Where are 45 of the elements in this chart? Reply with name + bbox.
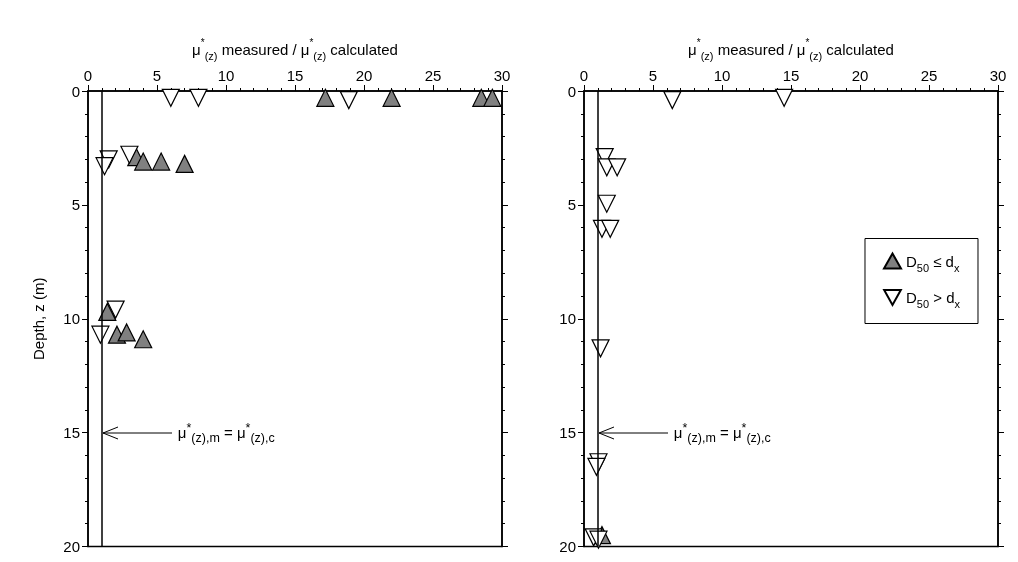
y-tick-label: 15 — [559, 424, 576, 442]
point — [775, 88, 794, 107]
y-tick-label: 0 — [71, 82, 80, 100]
y-tick-label: 5 — [71, 196, 80, 214]
point — [382, 88, 401, 107]
y-tick-label: 0 — [567, 82, 576, 100]
x-axis-title: μ*(z) measured / μ*(z) calculated — [192, 36, 398, 62]
point — [117, 323, 136, 342]
point — [316, 88, 335, 107]
x-tick-label: 30 — [989, 67, 1007, 84]
x-tick-label: 5 — [152, 67, 162, 84]
point — [339, 91, 358, 110]
y-tick-label: 5 — [567, 196, 576, 214]
point — [483, 88, 502, 107]
x-tick-label: 20 — [851, 67, 869, 84]
x-tick-label: 20 — [355, 67, 373, 84]
point — [106, 300, 125, 319]
x-tick-label: 25 — [424, 67, 442, 84]
point — [152, 152, 171, 171]
point — [663, 91, 682, 110]
x-tick-label: 15 — [286, 67, 304, 84]
point — [597, 194, 616, 213]
x-axis-title: μ*(z) measured / μ*(z) calculated — [688, 36, 894, 62]
y-tick-label: 15 — [63, 424, 80, 442]
x-tick-label: 0 — [579, 67, 589, 84]
point — [120, 145, 139, 164]
x-tick-label: 10 — [217, 67, 235, 84]
point — [134, 152, 153, 171]
point — [161, 88, 180, 107]
point — [601, 219, 620, 238]
y-tick-label: 20 — [559, 538, 576, 555]
point — [175, 154, 194, 173]
x-tick-label: 15 — [782, 67, 800, 84]
point — [134, 330, 153, 349]
x-tick-label: 0 — [83, 67, 93, 84]
point — [189, 88, 208, 107]
x-tick-label: 10 — [713, 67, 731, 84]
y-tick-label: 10 — [63, 310, 80, 328]
x-tick-label: 30 — [493, 67, 511, 84]
y-tick-label: 20 — [63, 538, 80, 555]
x-tick-label: 5 — [648, 67, 658, 84]
x-tick-label: 25 — [920, 67, 938, 84]
y-tick-label: 10 — [559, 310, 576, 328]
y-axis-title: Depth, z (m) — [30, 277, 47, 361]
point — [608, 158, 627, 177]
